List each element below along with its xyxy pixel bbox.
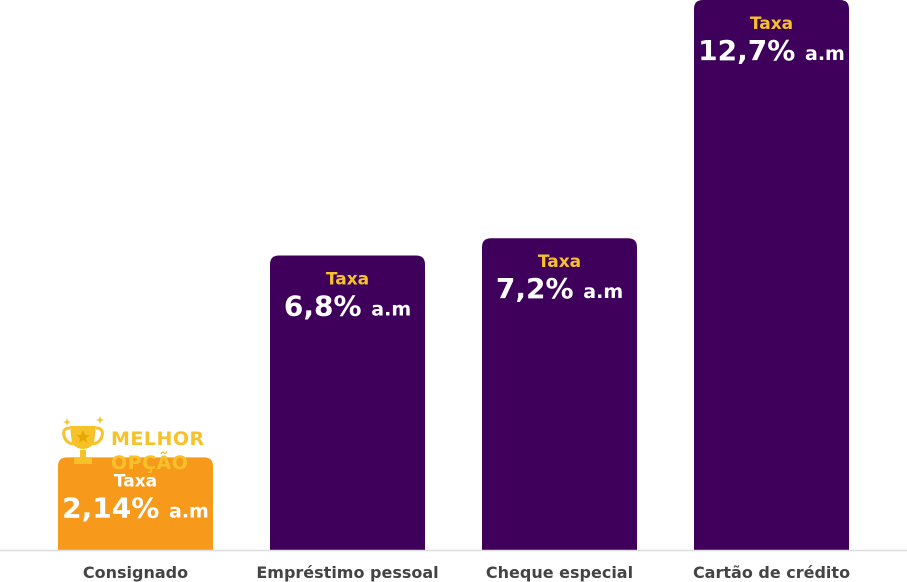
category-label: Cheque especial xyxy=(486,563,633,582)
bar-rate-title: Taxa xyxy=(538,252,581,272)
bar-value-label: 6,8% a.m xyxy=(284,290,411,323)
bar-empr-stimo-pessoal xyxy=(270,255,425,550)
category-label: Consignado xyxy=(83,563,188,582)
bar-value-label: 2,14% a.m xyxy=(62,491,209,524)
bar-cart-o-de-cr-dito xyxy=(694,0,849,550)
category-label: Cartão de crédito xyxy=(693,563,850,582)
bar-value-label: 7,2% a.m xyxy=(496,272,623,305)
category-label: Empréstimo pessoal xyxy=(256,563,438,582)
bar-consignado xyxy=(58,457,213,550)
bar-value-label: 12,7% a.m xyxy=(698,34,845,67)
trophy-icon xyxy=(62,416,104,464)
badge-line-1: MELHOR xyxy=(111,428,205,450)
bar-rate-title: Taxa xyxy=(326,270,369,290)
bar-rate-title: Taxa xyxy=(114,471,157,491)
bar-rate-title: Taxa xyxy=(750,14,793,34)
badge-line-2: OPÇÃO xyxy=(111,450,188,474)
bar-cheque-especial xyxy=(482,238,637,551)
category-labels-group: Consignado Empréstimo pessoal Cheque espec… xyxy=(83,563,850,582)
